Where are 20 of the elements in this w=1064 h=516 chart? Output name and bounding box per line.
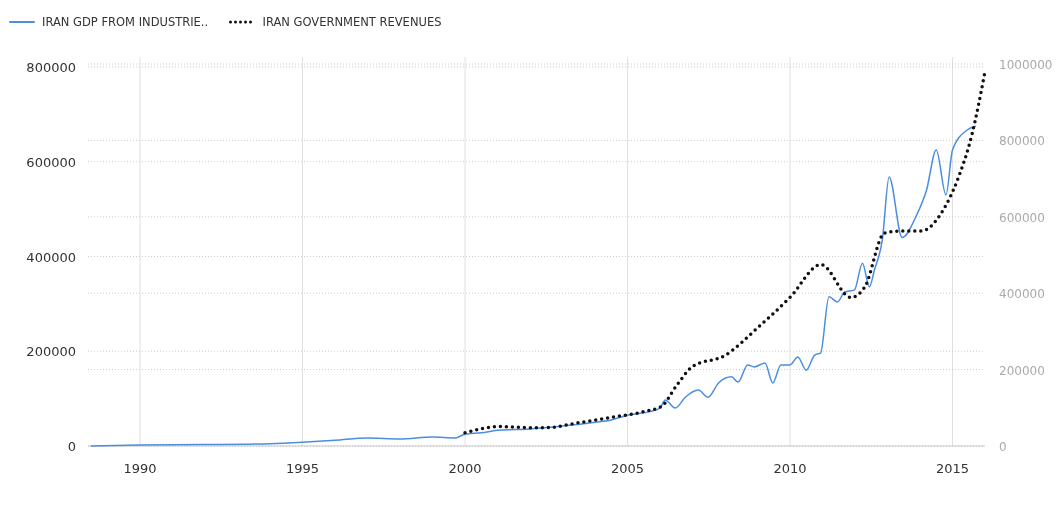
x-tick-label: 1990 bbox=[123, 461, 157, 476]
y-tick-label: 400000 bbox=[26, 249, 76, 265]
y-tick-label: 200000 bbox=[26, 344, 76, 360]
x-tick-label: 2005 bbox=[610, 461, 645, 476]
legend-label: IRAN GDP FROM INDUSTRIE.. bbox=[42, 15, 209, 29]
x-tick-label: 2010 bbox=[773, 461, 807, 476]
y2-tick-label: 200000 bbox=[999, 363, 1045, 378]
y2-tick-label: 800000 bbox=[999, 134, 1045, 149]
y2-tick-label: 0 bbox=[999, 440, 1007, 454]
x-tick-label: 2000 bbox=[448, 461, 482, 476]
y2-tick-label: 1000000 bbox=[999, 58, 1053, 72]
y2-tick-label: 400000 bbox=[999, 287, 1045, 302]
x-tick-label: 1995 bbox=[285, 461, 320, 476]
line-series bbox=[90, 125, 976, 447]
y-tick-label: 800000 bbox=[26, 60, 76, 75]
y-tick-label: 0 bbox=[67, 439, 76, 454]
x-tick-label: 2015 bbox=[935, 461, 970, 476]
legend-label: IRAN GOVERNMENT REVENUES bbox=[262, 15, 442, 29]
y2-tick-label: 600000 bbox=[999, 210, 1045, 225]
y-tick-label: 600000 bbox=[26, 154, 76, 170]
